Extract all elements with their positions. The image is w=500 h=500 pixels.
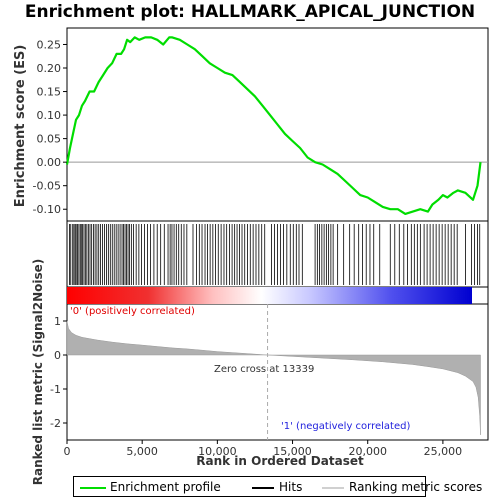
legend-swatch-hits	[252, 487, 274, 489]
es-y-tick-label-7: -0.10	[33, 203, 61, 216]
legend-label-enrichment: Enrichment profile	[110, 480, 221, 494]
x-tick-label-2: 10,000	[198, 445, 237, 458]
legend-swatch-ranking	[322, 487, 344, 489]
es-y-tick-label-0: 0.25	[37, 38, 62, 51]
es-y-tick-label-1: 0.20	[37, 62, 62, 75]
metric-area	[66, 320, 481, 435]
negative-correlation-label: '1' (negatively correlated)	[281, 421, 410, 432]
chart-title: Enrichment plot: HALLMARK_APICAL_JUNCTIO…	[25, 2, 475, 22]
zero-cross-label: Zero cross at 13339	[214, 364, 314, 375]
metric-y-tick-label-0: 1	[54, 315, 61, 328]
x-tick-label-5: 25,000	[424, 445, 463, 458]
es-series-line	[65, 36, 482, 215]
es-y-tick-label-3: 0.10	[37, 109, 62, 122]
metric-y-tick-label-3: -2	[50, 417, 61, 430]
legend-swatch-enrichment	[80, 487, 106, 489]
x-tick-label-0: 0	[64, 445, 71, 458]
es-y-tick-label-2: 0.15	[37, 86, 62, 99]
metric-panel	[66, 303, 489, 441]
es-y-tick-label-6: -0.05	[33, 180, 61, 193]
es-y-tick-label-4: 0.05	[37, 133, 62, 146]
positive-correlation-label: '0' (positively correlated)	[70, 306, 195, 317]
metric-y-axis: 1 0 -1 -2	[50, 315, 67, 430]
metric-y-axis-label: Ranked list metric (Signal2Noise)	[31, 259, 45, 486]
es-line	[65, 36, 482, 215]
legend: Enrichment profile Hits Ranking metric s…	[73, 476, 482, 497]
legend-label-ranking: Ranking metric scores	[349, 480, 483, 494]
metric-y-tick-label-2: -1	[50, 383, 61, 396]
x-tick-label-1: 5,000	[126, 445, 158, 458]
x-axis-label: Rank in Ordered Dataset	[196, 454, 364, 468]
es-y-axis: 0.25 0.20 0.15 0.10 0.05 0.00 -0.05 -0.10	[33, 38, 67, 216]
x-tick-label-3: 15,000	[273, 445, 312, 458]
es-y-axis-label: Enrichment score (ES)	[13, 45, 28, 208]
metric-y-tick-label-1: 0	[54, 349, 61, 362]
x-axis: 0 5,000 10,000 15,000 20,000 25,000	[64, 440, 463, 458]
metric-area-fill	[66, 320, 481, 435]
x-tick-label-4: 20,000	[348, 445, 387, 458]
es-y-tick-label-5: 0.00	[37, 156, 62, 169]
legend-label-hits: Hits	[279, 480, 303, 494]
rank-color-bar	[67, 287, 472, 304]
hit-marks	[69, 224, 481, 285]
